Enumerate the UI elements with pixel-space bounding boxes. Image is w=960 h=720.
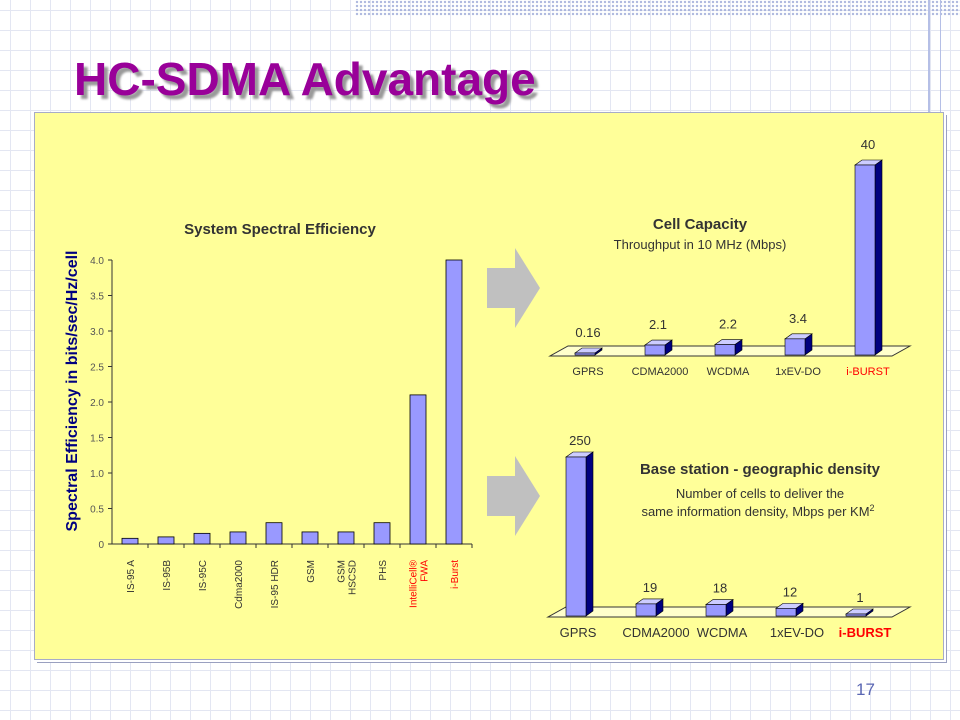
x-tick-label: WCDMA (707, 366, 750, 378)
x-tick-label: PHS (378, 560, 389, 581)
y-tick-label: 4.0 (90, 256, 104, 267)
cell-capacity-chart: Cell Capacity Throughput in 10 MHz (Mbps… (548, 137, 912, 378)
data-label: 3.4 (789, 311, 807, 326)
data-label: 0.16 (575, 325, 600, 340)
capacity-chart-title: Cell Capacity (653, 216, 748, 233)
bar (784, 338, 806, 356)
bar (229, 531, 247, 545)
y-tick-label: 2.0 (90, 398, 104, 409)
data-label: 1 (856, 590, 863, 605)
x-tick-label: IS-95 HDR (270, 560, 281, 608)
bar (193, 532, 211, 545)
x-tick-label: 1xEV-DO (775, 366, 821, 378)
right-accent-line (928, 0, 930, 112)
x-tick-label: Cdma2000 (234, 560, 245, 609)
bar-side (874, 159, 883, 356)
x-tick-label: CDMA2000 (632, 366, 689, 378)
y-tick-label: 1.5 (90, 434, 104, 445)
slide-title: HC-SDMA Advantage (74, 53, 536, 105)
density-x-labels: 250 GPRS 19 CDMA2000 18 WCDMA 12 1xEV-DO 1 i-BURS… (560, 433, 892, 640)
spectral-y-axis-label: Spectral Efficiency in bits/sec/Hz/cell (64, 251, 81, 532)
bar (854, 164, 876, 356)
bar (705, 604, 727, 617)
data-label: 2.1 (649, 317, 667, 332)
bar (775, 608, 797, 617)
x-tick-label: WCDMA (697, 625, 748, 640)
spectral-y-ticks: 0 0.5 1.0 1.5 2.0 2.5 3.0 3.5 4.0 (90, 256, 112, 551)
data-label: 250 (569, 433, 591, 448)
dotted-header-band (355, 0, 960, 16)
x-tick-label: i-BURST (839, 625, 892, 640)
x-tick-label: CDMA2000 (622, 625, 689, 640)
capacity-bars (574, 159, 883, 356)
x-tick-label: IS-95 A (126, 560, 137, 593)
arrow-right-icon (487, 248, 540, 328)
capacity-x-labels: 0.16 GPRS 2.1 CDMA2000 2.2 WCDMA 3.4 1xEV-DO 40 i… (572, 137, 890, 378)
x-tick-label: i-BURST (846, 366, 890, 378)
bar (845, 613, 867, 617)
density-chart-subtitle-line1: Number of cells to deliver the (676, 486, 844, 501)
spectral-x-labels: IS-95 A IS-95B IS-95C Cdma2000 IS-95 HDR GSM G… (126, 544, 473, 609)
bar (121, 537, 139, 545)
y-tick-label: 3.0 (90, 327, 104, 338)
bar (373, 522, 391, 545)
density-chart: Base station - geographic density Number… (546, 433, 912, 640)
spectral-bars (121, 259, 463, 545)
x-tick-label: IS-95B (162, 560, 173, 591)
density-chart-subtitle-line2: same information density, Mbps per KM2 (641, 503, 874, 519)
capacity-chart-subtitle: Throughput in 10 MHz (Mbps) (614, 237, 787, 252)
bar (644, 344, 666, 356)
arrow-right-icon (487, 456, 540, 536)
content-panel (34, 112, 944, 660)
x-tick-label: GSM (306, 560, 317, 583)
bar (714, 344, 736, 356)
x-tick-label: HSCSD (348, 560, 359, 595)
right-accent-line-2 (940, 0, 941, 112)
y-tick-label: 2.5 (90, 363, 104, 374)
bar (574, 352, 596, 356)
density-chart-title: Base station - geographic density (640, 461, 881, 478)
bar-side (585, 451, 594, 617)
bar (157, 536, 175, 545)
data-label: 2.2 (719, 317, 737, 332)
data-label: 12 (783, 584, 797, 599)
x-tick-label: GPRS (560, 625, 597, 640)
y-tick-label: 3.5 (90, 292, 104, 303)
y-tick-label: 0 (98, 540, 104, 551)
y-tick-label: 0.5 (90, 505, 104, 516)
data-label: 18 (713, 581, 727, 596)
y-tick-label: 1.0 (90, 469, 104, 480)
density-bars (565, 451, 874, 617)
x-tick-label: IntelliCell® (409, 559, 420, 608)
x-tick-label: GSM (337, 560, 348, 583)
density-subtitle-main: same information density, Mbps per KM (641, 504, 869, 519)
bar (445, 259, 463, 545)
x-tick-label: i-Burst (450, 560, 461, 589)
bar (337, 531, 355, 545)
bar (301, 531, 319, 545)
x-tick-label: 1xEV-DO (770, 625, 824, 640)
page-number: 17 (856, 680, 875, 699)
x-tick-label: GPRS (572, 366, 603, 378)
bar (635, 603, 657, 617)
density-subtitle-sup: 2 (870, 503, 875, 513)
data-label: 40 (861, 137, 875, 152)
bar (565, 456, 587, 617)
x-tick-label: IS-95C (198, 560, 209, 591)
spectral-efficiency-chart: System Spectral Efficiency Spectral Effi… (64, 221, 473, 609)
bar (265, 522, 283, 545)
spectral-chart-title: System Spectral Efficiency (184, 221, 376, 238)
bar (409, 394, 427, 545)
data-label: 19 (643, 580, 657, 595)
x-tick-label: FWA (420, 560, 431, 582)
